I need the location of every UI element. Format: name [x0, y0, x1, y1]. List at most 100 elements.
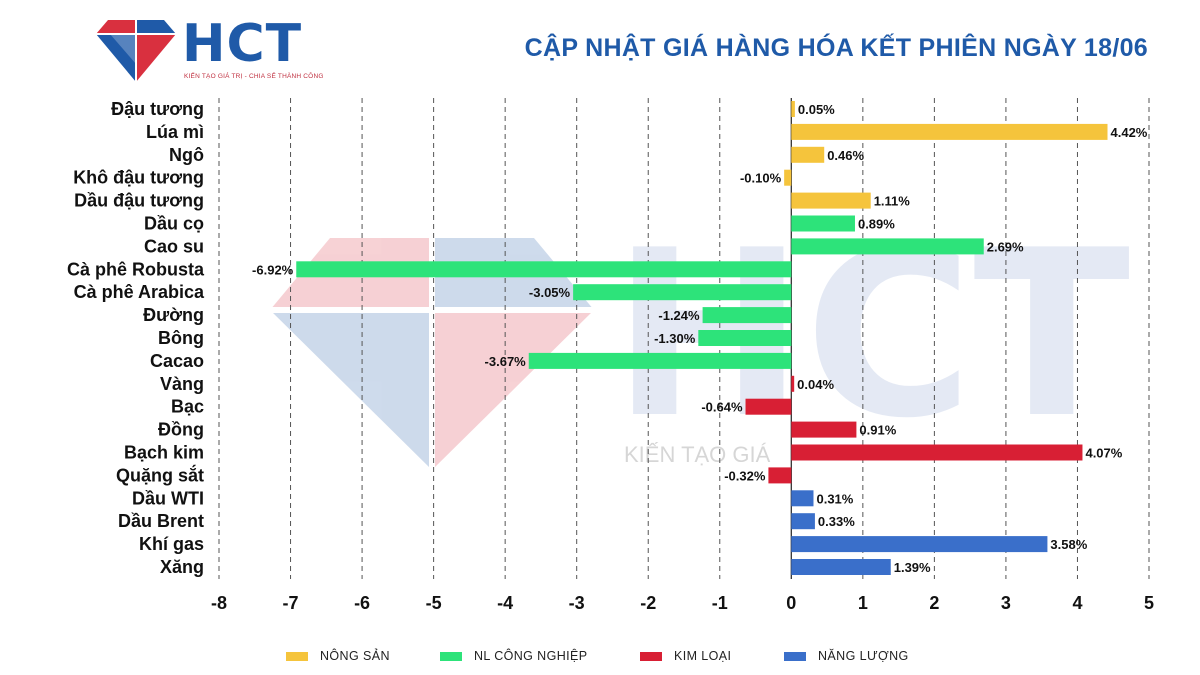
data-label: 0.46% [827, 148, 864, 163]
data-label: -0.10% [740, 171, 782, 186]
bar [791, 101, 795, 117]
category-label: Dầu Brent [118, 511, 204, 531]
legend-label-kim-loai: KIM LOẠI [674, 649, 732, 663]
category-label: Dầu đậu tương [74, 191, 204, 211]
data-label: 0.04% [797, 377, 834, 392]
category-label: Khô đậu tương [73, 168, 204, 188]
chart-legend: NÔNG SẢN NL CÔNG NGHIỆP KIM LOẠI NĂNG LƯ… [0, 644, 1200, 668]
data-label: -1.30% [654, 331, 696, 346]
data-label: 0.89% [858, 217, 895, 232]
bar [791, 375, 795, 392]
legend-item-kim-loai: KIM LOẠI [640, 644, 731, 668]
category-label: Đường [143, 305, 204, 325]
bar [528, 352, 792, 369]
data-label: -3.05% [529, 285, 571, 300]
x-tick-label: -1 [712, 593, 728, 613]
bar [791, 238, 984, 255]
data-label: 1.39% [894, 560, 931, 575]
legend-swatch-nl-cong-nghiep [440, 651, 462, 661]
x-tick-label: 5 [1144, 593, 1154, 613]
category-label: Xăng [160, 557, 204, 577]
x-tick-label: 1 [858, 593, 868, 613]
category-label: Đồng [158, 420, 204, 440]
legend-swatch-nang-luong [784, 651, 806, 661]
bar [791, 123, 1108, 140]
x-tick-label: 3 [1001, 593, 1011, 613]
chart-bars [296, 101, 1108, 575]
page-title: CẬP NHẬT GIÁ HÀNG HÓA KẾT PHIÊN NGÀY 18/… [524, 34, 1148, 62]
category-label: Lúa mì [146, 122, 204, 142]
bar [573, 284, 792, 301]
data-label: 1.11% [874, 194, 911, 209]
data-label: -0.64% [701, 400, 743, 415]
category-label: Cà phê Robusta [67, 259, 205, 279]
bar [784, 169, 792, 186]
category-label: Cà phê Arabica [74, 282, 205, 302]
category-label: Bạc [171, 397, 204, 417]
data-label: 0.91% [859, 423, 896, 438]
category-label: Khí gas [139, 534, 204, 554]
bar [296, 261, 792, 278]
category-label: Dầu cọ [144, 214, 204, 234]
data-label: -6.92% [252, 262, 294, 277]
bar [791, 490, 814, 507]
x-tick-label: 0 [786, 593, 796, 613]
legend-item-nang-luong: NĂNG LƯỢNG [784, 644, 909, 668]
x-tick-label: -4 [497, 593, 513, 613]
legend-label-nong-san: NÔNG SẢN [320, 649, 390, 663]
diamond-logo-icon [96, 20, 176, 82]
data-label: 3.58% [1050, 537, 1087, 552]
category-label: Quặng sắt [116, 464, 204, 485]
bar [791, 444, 1083, 461]
category-label: Vàng [160, 374, 204, 394]
legend-label-nang-luong: NĂNG LƯỢNG [818, 649, 909, 663]
bar [791, 559, 891, 575]
bar [698, 330, 792, 346]
data-label: 0.33% [818, 514, 855, 529]
category-label: Bông [158, 328, 204, 348]
legend-item-nl-cong-nghiep: NL CÔNG NGHIỆP [440, 644, 588, 668]
category-label: Bạch kim [124, 443, 204, 463]
x-tick-label: -5 [426, 593, 442, 613]
x-tick-label: 4 [1072, 593, 1082, 613]
bar [702, 307, 792, 324]
chart-value-labels: 0.05% 4.42% 0.46% -0.10% 1.11% 0.89% 2.69% -6.9… [252, 102, 1148, 575]
bar [791, 421, 857, 438]
x-tick-label: -3 [569, 593, 585, 613]
bar [791, 513, 815, 530]
data-label: 4.42% [1111, 125, 1148, 140]
bar [791, 192, 871, 209]
category-label: Cacao [150, 351, 204, 371]
x-tick-label: 2 [929, 593, 939, 613]
bar [768, 467, 792, 484]
data-label: 4.07% [1085, 446, 1122, 461]
legend-label-nl-cong-nghiep: NL CÔNG NGHIỆP [474, 649, 588, 663]
logo-tagline: KIẾN TẠO GIÁ TRỊ - CHIA SẺ THÀNH CÔNG [184, 73, 324, 80]
data-label: -0.32% [724, 468, 766, 483]
data-label: 2.69% [987, 239, 1024, 254]
x-tick-label: -6 [354, 593, 370, 613]
chart-x-tick-labels: -8 -7 -6 -5 -4 -3 -2 -1 0 1 2 3 4 5 [211, 593, 1154, 613]
category-label: Đậu tương [111, 99, 204, 119]
bar [791, 536, 1048, 553]
category-label: Ngô [169, 145, 204, 165]
legend-swatch-kim-loai [640, 651, 662, 661]
logo-wordmark: HCT [182, 14, 303, 74]
data-label: -3.67% [485, 354, 527, 369]
bar [791, 146, 825, 163]
chart-category-labels: Đậu tương Lúa mì Ngô Khô đậu tương Dầu đậu t… [67, 99, 205, 577]
x-tick-label: -2 [640, 593, 656, 613]
data-label: 0.05% [798, 102, 835, 117]
bar [745, 398, 792, 415]
data-label: -1.24% [658, 308, 700, 323]
bar [791, 215, 855, 232]
data-label: 0.31% [816, 491, 853, 506]
legend-item-nong-san: NÔNG SẢN [286, 644, 390, 668]
legend-swatch-nong-san [286, 651, 308, 661]
category-label: Cao su [144, 236, 204, 256]
brand-logo: HCT KIẾN TẠO GIÁ TRỊ - CHIA SẺ THÀNH CÔN… [96, 14, 326, 82]
x-tick-label: -8 [211, 593, 227, 613]
category-label: Dầu WTI [132, 488, 204, 508]
x-tick-label: -7 [283, 593, 299, 613]
